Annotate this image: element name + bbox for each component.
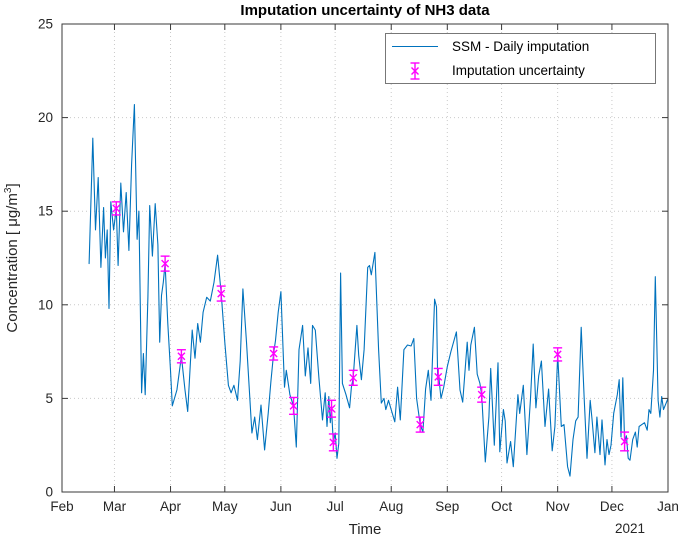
marker-x-stroke [289,401,298,410]
y-axis-label-end: ] [4,183,21,188]
x-tick-label: Oct [491,499,512,514]
series-line-group [88,103,669,477]
uncertainty-marker [328,433,338,452]
tick-labels-group: Feb Mar Apr May Jun Jul Aug Sep Oct Nov Dec Jan 0 5 10… [38,17,679,515]
marker-x-stroke [477,390,486,399]
legend-entry-label: Imputation uncertainty [452,63,585,79]
marker-x-stroke [269,349,278,358]
y-tick-label: 0 [45,485,53,500]
y-tick-label: 10 [38,297,53,312]
x-axis-label: Time [348,521,382,538]
x-tick-label: Jul [327,499,344,514]
chart-title: Imputation uncertainty of NH3 data [240,2,490,19]
uncertainty-marker [176,349,186,364]
y-tick-label: 20 [38,110,53,125]
y-tick-label: 5 [45,391,53,406]
x-tick-label: Sep [435,499,459,514]
errorbar-marker-icon [410,61,420,80]
marker-x-stroke [177,352,186,361]
marker-x-stroke [349,373,358,382]
marker-x-stroke [553,350,562,359]
x-tick-label: Nov [546,499,570,514]
legend-entry-errorbar: Imputation uncertainty [386,59,655,83]
marker-x-stroke [329,438,338,447]
uncertainty-marker [160,255,170,272]
legend-line-sample-wrap [386,45,444,47]
marker-x-stroke [161,259,170,268]
y-tick-label: 15 [38,204,53,219]
marker-x-stroke [434,372,443,381]
marker-x-stroke [327,404,336,413]
legend-entry-label: SSM - Daily imputation [452,38,590,54]
marker-x-stroke [217,289,226,298]
y-axis-label-sup: 3 [3,187,14,194]
legend: SSM - Daily imputation Imputation uncert… [385,33,656,84]
axis-box [61,23,669,493]
legend-entry-line: SSM - Daily imputation [386,34,655,58]
x-tick-label: Feb [50,499,73,514]
x-tick-label: Apr [160,499,182,514]
uncertainty-marker [433,367,443,386]
marker-x-stroke [416,420,425,429]
y-axis-label: Concentration [ μg/m3] [3,58,23,458]
uncertainty-marker [269,346,279,361]
uncertainty-marker [111,201,121,216]
uncertainty-marker [327,399,337,418]
uncertainty-marker [216,285,226,302]
uncertainty-marker [553,347,563,362]
x-tick-label: Jun [270,499,292,514]
ssm-line [88,103,669,477]
marker-x-stroke [112,204,121,213]
grid-lines [62,24,668,492]
uncertainty-markers-group [111,201,630,452]
marker-x-stroke [620,437,629,446]
x-axis-year-label: 2021 [614,521,646,536]
uncertainty-marker [415,416,425,433]
x-tick-label: Mar [103,499,127,514]
y-axis-label-main: Concentration [ μg/m [4,193,21,333]
uncertainty-marker [620,431,630,452]
uncertainty-marker [477,386,487,403]
legend-errorbar-sample-wrap [386,61,444,81]
x-tick-label: May [212,499,238,514]
x-tick-label: Jan [657,499,679,514]
x-tick-label: Aug [379,499,403,514]
x-tick-label: Dec [600,499,624,514]
line-sample-icon [392,45,438,47]
uncertainty-marker [289,396,299,416]
uncertainty-marker [348,369,358,386]
axes-group [61,23,669,493]
y-tick-label: 25 [38,17,53,32]
